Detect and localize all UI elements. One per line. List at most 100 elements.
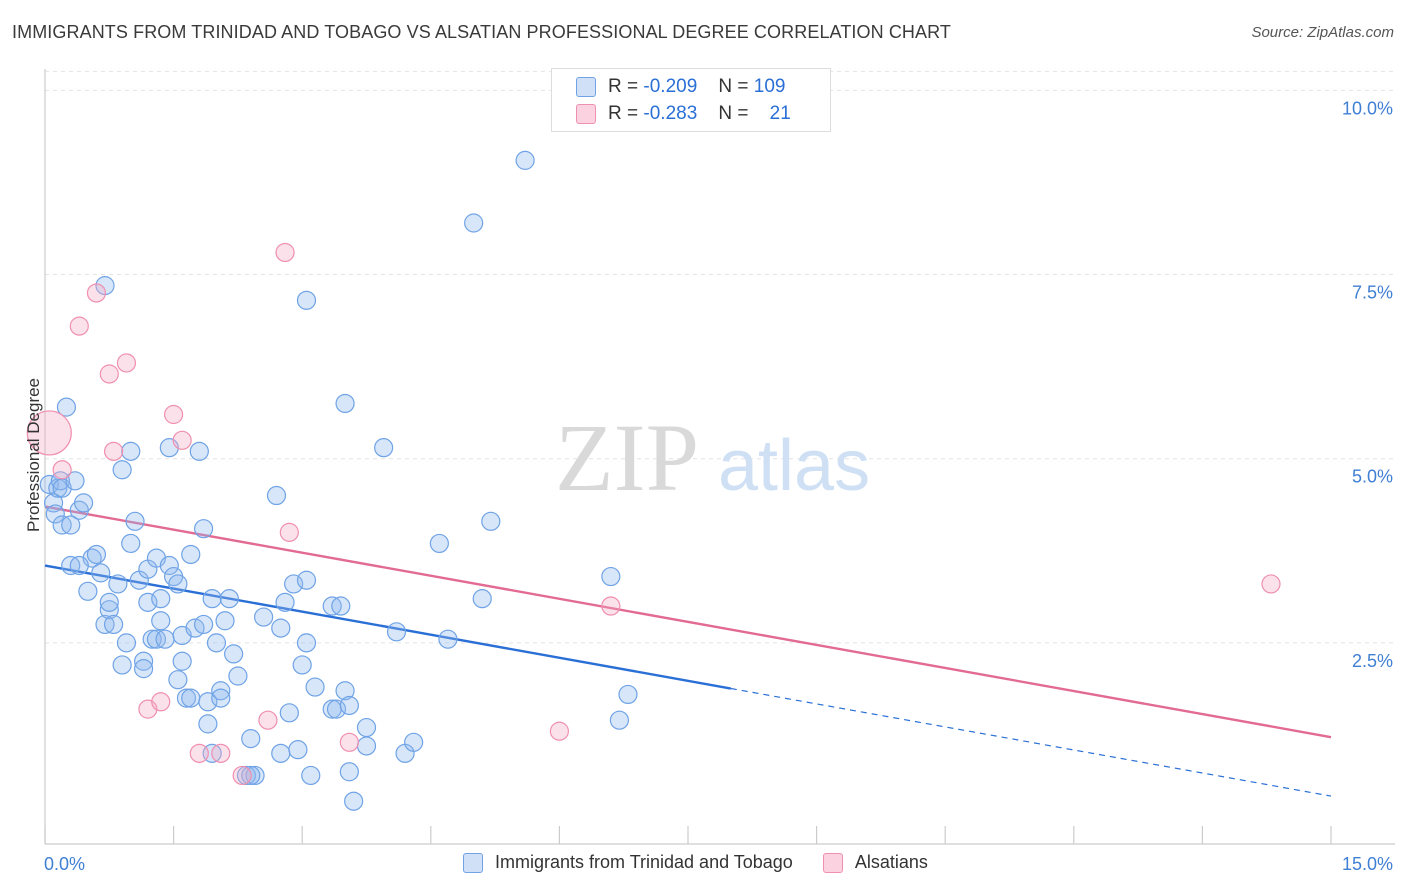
point-trinidad [296, 633, 317, 653]
point-trinidad [116, 633, 137, 653]
legend-item-trinidad: Immigrants from Trinidad and Tobago [463, 852, 793, 873]
point-alsatian [211, 743, 231, 763]
legend-swatch-alsatians [576, 104, 596, 124]
point-trinidad [374, 438, 394, 458]
x-tick-label: 15.0% [1342, 854, 1393, 874]
point-trinidad [168, 670, 188, 690]
point-alsatian [339, 732, 359, 752]
trend-lines [44, 505, 1332, 797]
point-trinidad [296, 290, 317, 310]
point-trinidad [69, 555, 89, 576]
point-trinidad [56, 397, 77, 417]
legend-n-value: 21 [769, 103, 791, 124]
point-alsatian [151, 692, 171, 712]
source-label: Source: ZipAtlas.com [1251, 24, 1394, 41]
point-trinidad [48, 478, 68, 498]
point-trinidad [45, 504, 65, 524]
legend-label-alsatians: Alsatians [854, 852, 928, 872]
x-tick-label: 0.0% [44, 854, 85, 874]
legend-row-alsatians: R = -0.283 N = 21 [576, 102, 791, 126]
point-trinidad [159, 555, 179, 576]
point-trinidad [266, 485, 287, 506]
point-alsatian [69, 316, 89, 336]
point-trinidad [618, 684, 638, 705]
point-trinidad [326, 699, 347, 719]
legend-n-value: 109 [753, 76, 786, 97]
axes [44, 69, 1395, 845]
point-trinidad [189, 441, 209, 461]
watermark-atlas: atlas [718, 426, 870, 506]
point-trinidad [284, 574, 304, 594]
point-alsatian [99, 364, 119, 384]
y-tick-label: 5.0% [1352, 467, 1393, 487]
point-trinidad [339, 762, 359, 782]
trend-line-trinidad [44, 564, 732, 690]
point-trinidad [211, 688, 231, 708]
point-trinidad [215, 611, 235, 631]
legend-label-trinidad: Immigrants from Trinidad and Tobago [495, 852, 793, 872]
point-trinidad [472, 589, 492, 609]
point-trinidad [271, 743, 291, 763]
point-trinidad [271, 618, 291, 638]
point-trinidad [121, 533, 141, 554]
point-trinidad [356, 736, 377, 756]
point-trinidad [241, 729, 261, 749]
point-trinidad [198, 714, 218, 734]
point-trinidad [121, 441, 141, 461]
point-trinidad [335, 681, 355, 701]
series-legend: Immigrants from Trinidad and Tobago Alsa… [463, 852, 958, 873]
point-trinidad [181, 688, 201, 708]
point-trinidad [515, 150, 535, 170]
correlation-legend: R = -0.209 N = 109 R = -0.283 N = 21 [551, 68, 831, 132]
point-trinidad [609, 710, 630, 730]
point-trinidad [172, 651, 192, 671]
tick-labels: 2.5% 5.0% 7.5% 10.0% 0.0% 15.0% [44, 98, 1393, 874]
point-alsatian [258, 710, 278, 730]
point-trinidad [103, 614, 124, 635]
point-trinidad [155, 629, 175, 649]
legend-r-value: -0.209 [643, 76, 698, 97]
point-trinidad [133, 651, 154, 671]
point-trinidad [194, 614, 214, 635]
point-trinidad [206, 633, 227, 653]
point-alsatian [86, 283, 107, 303]
point-trinidad [275, 592, 295, 612]
point-trinidad [305, 677, 325, 697]
point-trinidad [151, 589, 171, 609]
point-trinidad [224, 644, 244, 664]
point-trinidad [339, 695, 359, 716]
point-trinidad [356, 717, 377, 738]
trend-line-alsatians [44, 505, 1332, 739]
point-trinidad [386, 622, 407, 642]
point-alsatian [275, 242, 295, 263]
legend-r-label: R = [608, 76, 639, 97]
point-trinidad [464, 213, 484, 233]
point-trinidad [194, 519, 214, 539]
point-alsatian [601, 596, 621, 616]
point-trinidad [168, 574, 188, 594]
trend-line-trinidad-extension [730, 687, 1332, 797]
point-trinidad [73, 493, 94, 513]
legend-r-value: -0.283 [643, 103, 698, 124]
y-tick-label: 7.5% [1352, 283, 1393, 303]
legend-row-trinidad: R = -0.209 N = 109 [576, 75, 785, 99]
point-trinidad [61, 515, 81, 535]
point-trinidad [404, 732, 424, 752]
point-trinidad [202, 589, 222, 609]
legend-swatch-trinidad [463, 852, 483, 873]
y-axis-label: Professional Degree [24, 377, 43, 533]
point-trinidad [292, 655, 312, 675]
point-trinidad [279, 703, 299, 723]
point-trinidad [151, 611, 171, 631]
point-trinidad [344, 791, 364, 811]
point-trinidad [133, 659, 154, 679]
chart-title: IMMIGRANTS FROM TRINIDAD AND TOBAGO VS A… [12, 22, 951, 42]
grid-lines [45, 70, 1395, 644]
point-alsatian [52, 460, 72, 480]
point-trinidad [86, 544, 107, 565]
point-trinidad [108, 574, 128, 594]
point-trinidad [91, 563, 111, 583]
point-trinidad [65, 471, 85, 491]
point-trinidad [78, 581, 98, 601]
